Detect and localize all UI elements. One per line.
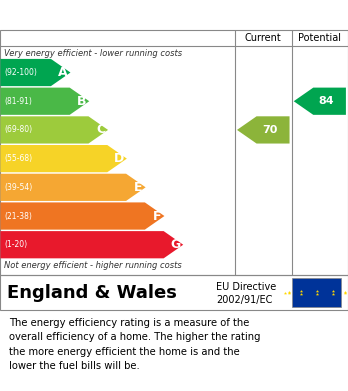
- Polygon shape: [294, 88, 346, 115]
- Polygon shape: [0, 116, 108, 143]
- Polygon shape: [0, 59, 70, 86]
- Polygon shape: [237, 116, 290, 143]
- Text: F: F: [153, 210, 161, 222]
- Text: (81-91): (81-91): [4, 97, 32, 106]
- Text: 2002/91/EC: 2002/91/EC: [216, 294, 272, 305]
- Polygon shape: [0, 231, 183, 258]
- Text: G: G: [170, 238, 180, 251]
- Text: B: B: [77, 95, 86, 108]
- Text: D: D: [114, 152, 124, 165]
- Text: (55-68): (55-68): [4, 154, 32, 163]
- Polygon shape: [0, 145, 127, 172]
- Text: (92-100): (92-100): [4, 68, 37, 77]
- Polygon shape: [0, 88, 89, 115]
- Text: Current: Current: [245, 33, 282, 43]
- Text: (21-38): (21-38): [4, 212, 32, 221]
- Text: 84: 84: [318, 96, 334, 106]
- Text: C: C: [96, 124, 105, 136]
- Text: E: E: [134, 181, 143, 194]
- Text: (39-54): (39-54): [4, 183, 32, 192]
- Text: 70: 70: [262, 125, 277, 135]
- Text: Energy Efficiency Rating: Energy Efficiency Rating: [7, 7, 217, 23]
- Text: England & Wales: England & Wales: [7, 283, 177, 301]
- Text: (69-80): (69-80): [4, 126, 32, 135]
- Text: A: A: [58, 66, 68, 79]
- Text: The energy efficiency rating is a measure of the
overall efficiency of a home. T: The energy efficiency rating is a measur…: [9, 318, 260, 371]
- Text: EU Directive: EU Directive: [216, 282, 276, 292]
- Text: (1-20): (1-20): [4, 240, 27, 249]
- Text: Not energy efficient - higher running costs: Not energy efficient - higher running co…: [4, 261, 182, 270]
- Text: Very energy efficient - lower running costs: Very energy efficient - lower running co…: [4, 49, 182, 58]
- Polygon shape: [0, 174, 145, 201]
- Text: Potential: Potential: [298, 33, 341, 43]
- Bar: [292, 278, 341, 307]
- Polygon shape: [0, 203, 164, 230]
